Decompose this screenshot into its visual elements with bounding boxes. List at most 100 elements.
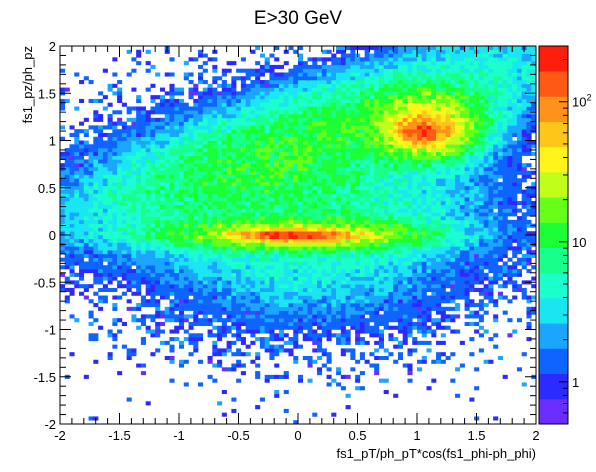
heatmap-cell [117,253,123,258]
heatmap-cell [307,223,313,228]
heatmap-cell [264,102,270,107]
heatmap-cell [74,159,80,164]
heatmap-cell [112,208,118,213]
heatmap-cell [364,189,370,194]
heatmap-cell [264,227,270,232]
heatmap-cell [336,261,342,266]
heatmap-cell [98,159,104,164]
heatmap-cell [321,76,327,81]
heatmap-cell [240,272,246,277]
heatmap-cell [255,185,261,190]
heatmap-cell [350,83,356,88]
heatmap-cell [317,129,323,134]
heatmap-cell [321,155,327,160]
heatmap-cell [207,185,213,190]
heatmap-cell [212,250,218,255]
heatmap-cell [283,314,289,319]
heatmap-cell [98,235,104,240]
heatmap-cell [274,303,280,308]
heatmap-cell [255,208,261,213]
heatmap-cell [60,170,66,175]
heatmap-cell [212,310,218,315]
heatmap-cell [117,185,123,190]
heatmap-cell [278,166,285,172]
heatmap-cell [126,397,132,402]
heatmap-cell [298,106,304,111]
heatmap-cell [150,329,156,334]
heatmap-cell [259,53,265,58]
heatmap-cell [164,272,170,277]
heatmap-cell [336,151,342,156]
heatmap-cell [264,129,270,134]
heatmap-cell [336,144,342,149]
heatmap-cell [226,151,232,156]
heatmap-cell [345,321,351,327]
heatmap-cell [397,155,404,160]
heatmap-cell [288,352,294,357]
heatmap-cell [64,151,70,156]
heatmap-cell [193,212,199,217]
heatmap-cell [236,284,242,289]
heatmap-cell [60,227,66,232]
heatmap-cell [202,321,208,327]
heatmap-cell [259,140,265,145]
heatmap-cell [245,106,251,111]
heatmap-cell [226,212,232,217]
heatmap-cell [331,242,337,247]
heatmap-cell [255,238,261,243]
heatmap-cell [259,102,265,107]
heatmap-cell [136,121,142,126]
heatmap-cell [255,182,261,187]
heatmap-cell [326,250,332,255]
heatmap-cell [355,280,361,285]
heatmap-cell [283,272,289,277]
heatmap-cell [378,185,384,190]
heatmap-cell [136,238,142,243]
heatmap-cell [359,72,365,77]
heatmap-cell [140,340,146,345]
heatmap-cell [369,363,375,368]
heatmap-cell [112,110,118,115]
heatmap-cell [150,182,156,187]
heatmap-cell [340,121,346,126]
heatmap-cell [240,314,246,319]
heatmap-cell [259,129,265,134]
heatmap-cell [307,359,313,364]
heatmap-cell [221,284,227,289]
heatmap-cell [255,231,261,236]
heatmap-cell [121,125,127,130]
heatmap-cell [331,246,337,251]
heatmap-cell [198,163,204,168]
heatmap-cell [188,72,194,77]
heatmap-cell [250,306,256,311]
heatmap-cell [64,163,70,168]
heatmap-cell [317,310,323,315]
heatmap-cell [226,102,232,107]
heatmap-cell [312,76,318,81]
heatmap-cell [179,280,185,285]
heatmap-cell [93,269,99,274]
heatmap-cell [93,197,99,202]
heatmap-cell [64,193,70,198]
heatmap-cell [378,61,384,66]
heatmap-cell [336,80,342,85]
heatmap-cell [250,182,256,187]
heatmap-cell [369,155,375,160]
heatmap-cell [340,80,346,85]
heatmap-cell [193,129,199,134]
heatmap-cell [407,231,413,236]
heatmap-cell [283,170,289,175]
heatmap-cell [79,193,85,198]
heatmap-cell [326,136,332,141]
heatmap-cell [317,200,323,206]
heatmap-cell [245,318,251,323]
heatmap-cell [174,287,180,292]
heatmap-cell [293,280,299,285]
heatmap-cell [364,287,370,292]
heatmap-cell [402,265,408,270]
heatmap-cell [136,204,142,209]
heatmap-cell [326,95,332,100]
heatmap-cell [350,144,356,149]
heatmap-cell [355,76,361,81]
heatmap-cell [60,178,66,183]
